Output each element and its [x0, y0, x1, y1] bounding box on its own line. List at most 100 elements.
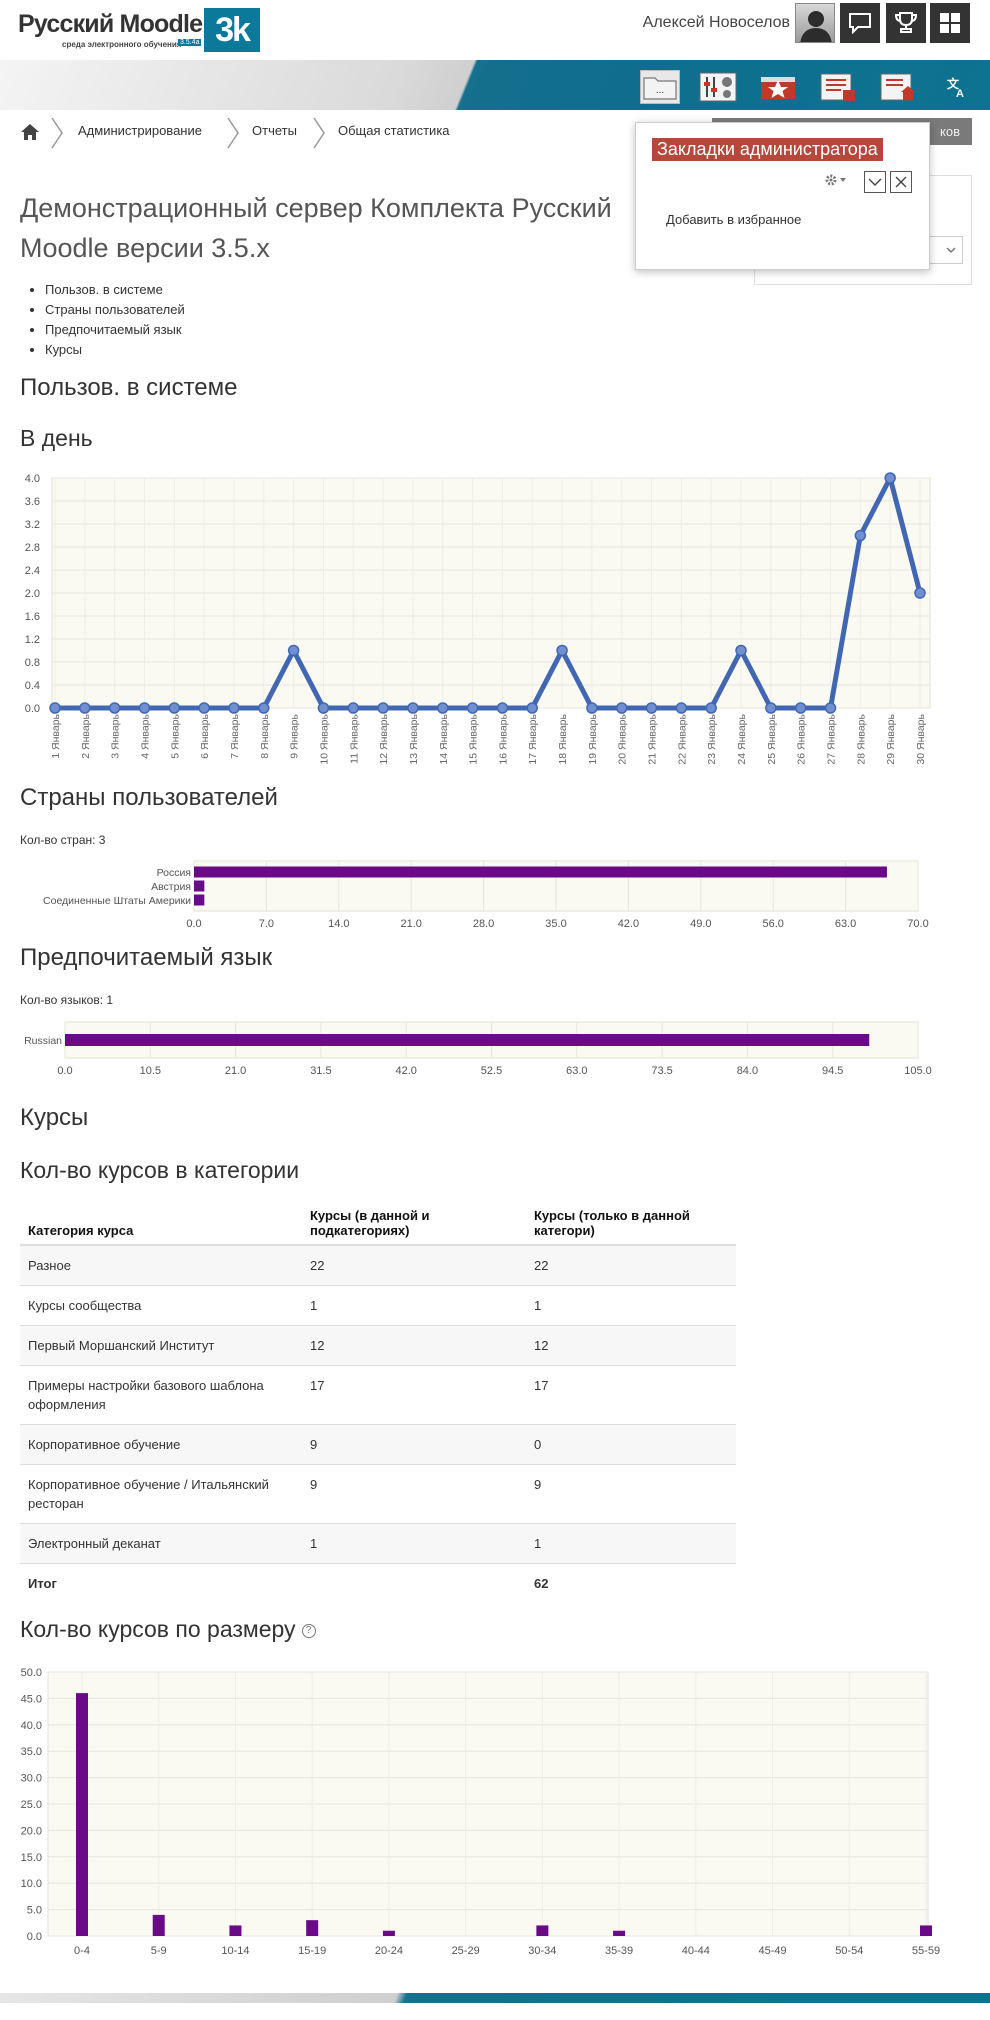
category-label: Австрия: [151, 881, 191, 893]
y-tick-label: 0.8: [25, 657, 40, 669]
x-tick-label: 10.5: [140, 1065, 161, 1077]
breadcrumb-item-admin[interactable]: Администрирование: [78, 123, 202, 138]
data-point: [347, 702, 360, 714]
data-point: [108, 702, 121, 714]
section-heading-courses: Курсы: [20, 1104, 89, 1131]
data-point: [854, 529, 867, 542]
x-tick-label: 18 Январь: [557, 713, 569, 764]
data-point: [79, 702, 91, 714]
data-point: [586, 702, 598, 714]
table-cell: 1: [526, 1523, 736, 1564]
y-tick-label: 4.0: [25, 473, 40, 485]
x-tick-label: 4 Январь: [139, 713, 151, 758]
settings-button[interactable]: [698, 70, 738, 104]
data-point: [287, 644, 300, 657]
featured-button[interactable]: [758, 70, 798, 104]
table-cell: 0: [526, 1424, 736, 1465]
x-tick-label: 50-54: [835, 1945, 863, 1957]
y-tick-label: 50.0: [21, 1667, 42, 1679]
table-row: Корпоративное обучение 9 0: [20, 1424, 736, 1465]
table-cell: 12: [526, 1325, 736, 1366]
add-to-favorites-link[interactable]: Добавить в избранное: [666, 212, 802, 227]
home-icon[interactable]: [20, 123, 40, 141]
table-cell: Первый Моршанский Институт: [20, 1325, 302, 1366]
achievements-button[interactable]: [886, 3, 926, 43]
table-cell: 17: [302, 1365, 526, 1425]
user-name[interactable]: Алексей Новоселов: [642, 14, 790, 31]
x-tick-label: 56.0: [762, 918, 783, 930]
data-point: [824, 702, 837, 714]
x-tick-label: 23 Январь: [706, 713, 718, 764]
x-tick-label: 30-34: [528, 1945, 556, 1957]
reports-button[interactable]: [818, 70, 858, 104]
x-tick-label: 5-9: [151, 1945, 167, 1957]
apps-grid-button[interactable]: [930, 3, 970, 43]
header: Русский Moodle среда электронного обучен…: [0, 0, 990, 60]
table-row: Первый Моршанский Институт 12 12: [20, 1325, 736, 1366]
data-point: [556, 644, 568, 657]
x-tick-label: 15 Январь: [468, 713, 480, 764]
toc-item-courses[interactable]: Курсы: [45, 340, 185, 360]
bar: [306, 1920, 319, 1936]
close-button[interactable]: [890, 171, 912, 193]
breadcrumb: Администрирование Отчеты Общая статистик…: [0, 113, 990, 153]
data-point: [705, 702, 717, 714]
data-point: [407, 702, 419, 714]
chevron-down-icon: [868, 178, 882, 186]
chevron-right-icon: [313, 117, 325, 149]
breadcrumb-item-reports[interactable]: Отчеты: [252, 123, 297, 138]
toc-item-countries[interactable]: Страны пользователей: [45, 300, 185, 320]
x-tick-label: 27 Январь: [826, 713, 838, 764]
site-logo[interactable]: Русский Moodle среда электронного обучен…: [18, 6, 260, 54]
y-tick-label: 2.8: [25, 542, 40, 554]
bar: [194, 880, 205, 892]
x-tick-label: 12 Январь: [378, 713, 390, 764]
table-row: Разное 22 22: [20, 1245, 736, 1286]
y-tick-label: 0.0: [25, 703, 40, 715]
collapse-button[interactable]: [864, 171, 886, 193]
x-tick-label: 9 Январь: [289, 713, 301, 758]
x-tick-label: 1 Январь: [50, 713, 62, 758]
data-point: [496, 702, 509, 714]
data-point: [377, 702, 389, 714]
admin-bookmarks-popup: Закладки администратора Добавить в избра…: [635, 122, 930, 270]
settings-sliders-icon: [699, 72, 737, 102]
bookmarks-button[interactable]: ...: [640, 70, 680, 104]
bar: [194, 866, 887, 878]
help-icon[interactable]: ?: [301, 1623, 316, 1638]
x-tick-label: 26 Январь: [796, 713, 808, 764]
data-point: [526, 702, 538, 714]
x-tick-label: 94.5: [822, 1065, 843, 1077]
dashboard-button[interactable]: [878, 70, 918, 104]
messages-button[interactable]: [840, 3, 880, 43]
y-tick-label: 2.4: [25, 565, 40, 577]
avatar[interactable]: [795, 3, 835, 43]
table-header-row: Категория курса Курсы (в данной и подкат…: [20, 1202, 736, 1246]
table-cell: 9: [526, 1464, 736, 1524]
category-label: Россия: [157, 867, 191, 879]
x-tick-label: 42.0: [618, 918, 639, 930]
x-tick-label: 10-14: [221, 1945, 249, 1957]
x-tick-label: 22 Январь: [676, 713, 688, 764]
gear-icon[interactable]: [824, 173, 848, 187]
x-tick-label: 2 Январь: [80, 713, 92, 758]
x-tick-label: 10 Январь: [318, 713, 330, 764]
breadcrumb-item-current: Общая статистика: [338, 123, 450, 138]
x-tick-label: 55-59: [912, 1945, 940, 1957]
y-tick-label: 0.0: [27, 1931, 42, 1943]
svg-text:文: 文: [947, 76, 960, 91]
table-of-contents: Пользов. в системе Страны пользователей …: [30, 280, 185, 360]
folder-icon: ...: [643, 77, 677, 100]
x-tick-label: 24 Январь: [736, 713, 748, 764]
y-tick-label: 3.2: [25, 519, 40, 531]
data-point: [615, 702, 628, 714]
y-tick-label: 15.0: [21, 1852, 42, 1864]
x-tick-label: 5 Январь: [169, 713, 181, 758]
y-tick-label: 10.0: [21, 1878, 42, 1890]
table-cell: 17: [526, 1365, 736, 1425]
subheading-courses-by-size-text: Кол-во курсов по размеру: [20, 1616, 296, 1642]
toc-item-language[interactable]: Предпочитаемый язык: [45, 320, 185, 340]
toc-item-users[interactable]: Пользов. в системе: [45, 280, 185, 300]
languages-count: Кол-во языков: 1: [20, 993, 114, 1007]
